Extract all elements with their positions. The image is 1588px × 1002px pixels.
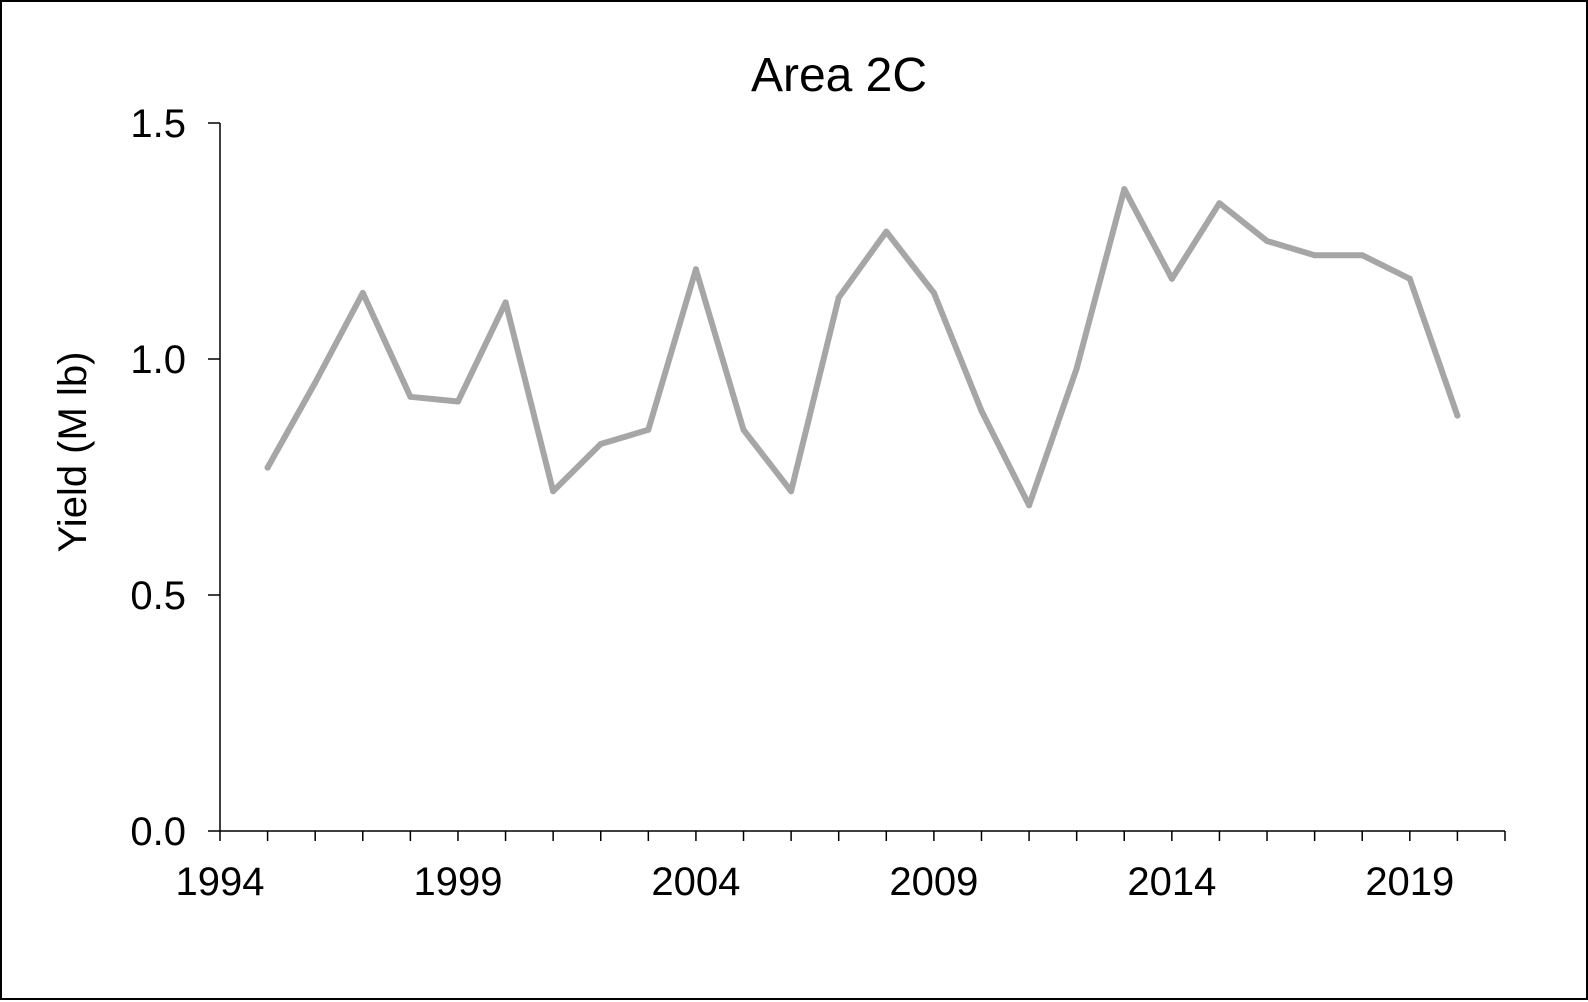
data-point: [455, 398, 461, 405]
x-tick-label: 2004: [651, 860, 740, 904]
plot-series: [264, 186, 1461, 509]
data-point: [312, 379, 319, 386]
data-point: [645, 426, 652, 433]
x-tick-label: 1994: [176, 860, 265, 904]
x-tick-label: 2009: [889, 860, 978, 904]
data-point: [835, 294, 842, 301]
y-tick-label: 0.0: [130, 810, 186, 854]
data-point: [1026, 502, 1033, 509]
x-tick-label: 2019: [1365, 860, 1454, 904]
x-tick-label: 1999: [413, 860, 502, 904]
data-point: [1311, 252, 1318, 259]
data-point: [597, 441, 604, 447]
y-tick-label: 0.5: [130, 574, 186, 618]
data-point: [692, 266, 699, 273]
data-point: [930, 289, 937, 296]
data-point: [883, 228, 890, 235]
data-point: [1359, 252, 1366, 259]
data-point: [740, 426, 747, 433]
data-point: [1168, 275, 1175, 282]
data-point: [1406, 275, 1413, 282]
data-point: [978, 407, 985, 414]
y-axis-title: Yield (M lb): [51, 352, 95, 553]
y-tick-label: 1.5: [130, 102, 186, 146]
data-point: [1073, 365, 1080, 372]
data-point: [407, 393, 414, 400]
x-tick-label: 2014: [1127, 860, 1216, 904]
data-point: [788, 488, 795, 495]
series-line-0: [264, 186, 1461, 509]
data-point: [1121, 186, 1128, 193]
data-point: [1264, 238, 1270, 244]
data-point: [264, 464, 271, 471]
data-point: [1454, 412, 1461, 419]
axes: 0.0 0.5 1.0 1.5 1994 1999 2004 2009 2014 2019: [130, 102, 1506, 904]
data-point: [550, 488, 557, 495]
chart-title: Area 2C: [751, 49, 927, 102]
data-point: [502, 299, 509, 306]
data-point: [1216, 200, 1223, 207]
data-point: [359, 289, 366, 296]
y-tick-label: 1.0: [130, 338, 186, 382]
